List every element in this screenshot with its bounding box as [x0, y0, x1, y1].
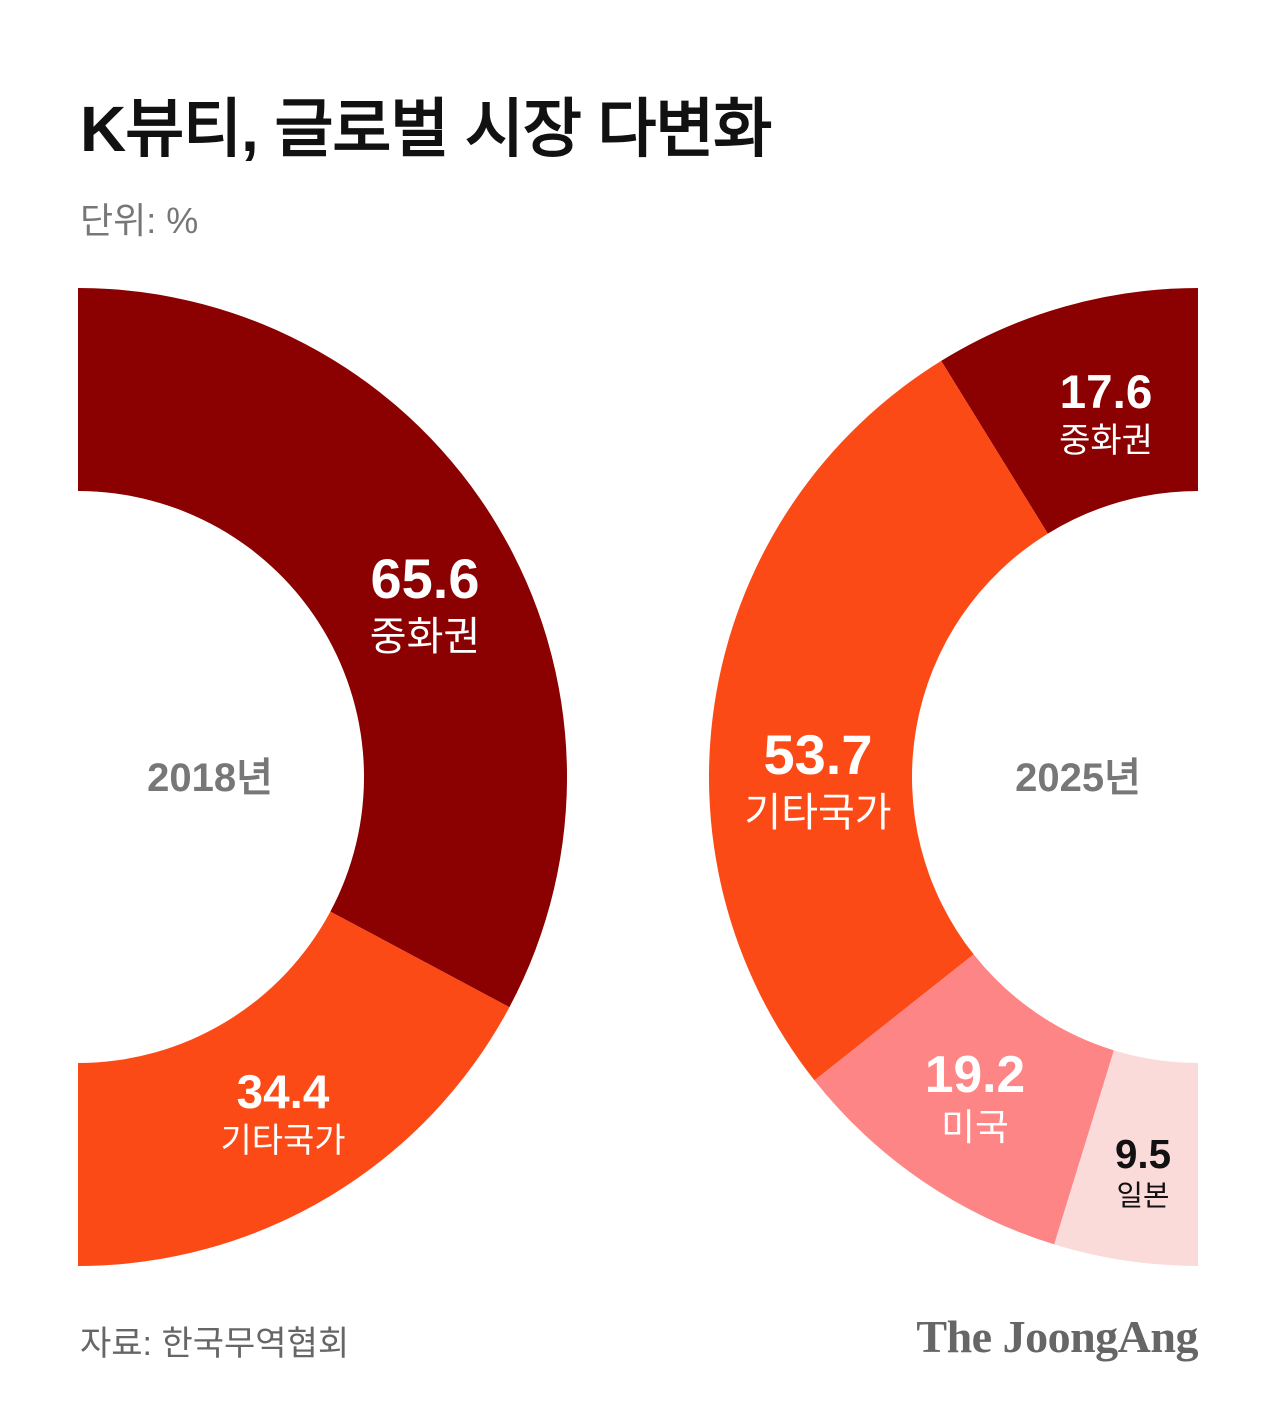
- center-year-label: 2018년: [147, 756, 273, 800]
- data-label-value: 9.5: [1115, 1131, 1171, 1177]
- slice-2018년-0: [78, 288, 567, 1008]
- data-label-value: 53.7: [764, 723, 873, 786]
- brand-logo: The JoongAng: [916, 1311, 1198, 1362]
- source-label: 자료: 한국무역협회: [80, 1325, 350, 1363]
- slice-2025년-3: [1054, 1050, 1198, 1266]
- data-label-category: 일본: [1117, 1180, 1170, 1212]
- slice-2025년-2: [814, 954, 1114, 1245]
- data-label-value: 34.4: [237, 1066, 330, 1119]
- center-year-label: 2025년: [1015, 756, 1141, 800]
- chart-title: K뷰티, 글로벌 시장 다변화: [80, 93, 772, 165]
- data-label-category: 기타국가: [744, 791, 891, 835]
- unit-label: 단위: %: [80, 200, 199, 241]
- data-label-category: 중화권: [1059, 422, 1153, 460]
- slice-2018년-1: [78, 911, 510, 1266]
- data-label-category: 중화권: [370, 615, 480, 659]
- data-label-value: 17.6: [1060, 366, 1153, 419]
- slice-2025년-0: [941, 288, 1198, 534]
- data-label-category: 기타국가: [220, 1122, 345, 1160]
- data-label-value: 65.6: [371, 547, 480, 610]
- data-label-value: 19.2: [925, 1045, 1025, 1103]
- data-label-category: 미국: [941, 1107, 1009, 1148]
- slice-2025년-1: [709, 360, 1048, 1081]
